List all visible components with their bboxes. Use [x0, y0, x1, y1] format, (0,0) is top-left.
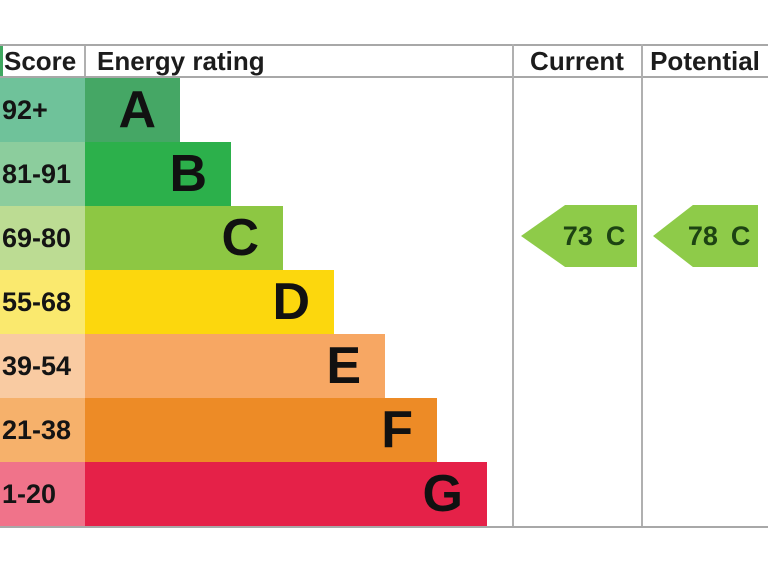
header-bottom-border — [0, 76, 768, 78]
current-column-divider — [512, 44, 514, 528]
table-bottom-border — [0, 526, 768, 528]
potential-rating-grade: C — [730, 220, 751, 251]
band-rows: 92+ A 81-91 B 69-80 C 55-68 — [0, 78, 768, 526]
score-range-g: 1-20 — [2, 478, 57, 509]
table-top-border — [0, 44, 768, 46]
band-bar-e: E — [85, 334, 385, 398]
current-rating-grade: C — [605, 220, 626, 251]
potential-rating-text: 78 C — [661, 221, 751, 252]
column-header-potential: Potential — [650, 45, 760, 76]
potential-column-divider — [641, 44, 643, 528]
band-row-g: 1-20 G — [0, 462, 768, 526]
score-range-d: 55-68 — [2, 286, 72, 317]
band-bar-b: B — [85, 142, 231, 206]
column-header-current: Current — [530, 45, 624, 76]
grade-letter-b: B — [169, 145, 207, 203]
score-cell-f: 21-38 — [0, 398, 85, 462]
score-range-e: 39-54 — [2, 350, 72, 381]
score-range-b: 81-91 — [2, 158, 72, 189]
score-cell-a: 92+ — [0, 78, 85, 142]
left-edge-crop-sliver — [0, 46, 3, 76]
current-rating-text: 73 C — [533, 221, 626, 252]
score-cell-g: 1-20 — [0, 462, 85, 526]
current-rating-value: 73 — [562, 220, 593, 251]
band-bar-f: F — [85, 398, 437, 462]
band-bar-g: G — [85, 462, 487, 526]
band-bar-c: C — [85, 206, 283, 270]
band-row-e: 39-54 E — [0, 334, 768, 398]
band-bar-d: D — [85, 270, 334, 334]
score-column-divider — [84, 46, 86, 76]
column-header-score: Score — [4, 45, 77, 76]
grade-letter-a: A — [118, 81, 156, 139]
band-bar-a: A — [85, 78, 180, 142]
grade-letter-f: F — [381, 401, 413, 459]
score-range-f: 21-38 — [2, 414, 72, 445]
grade-letter-g: G — [422, 465, 463, 523]
column-header-energy-rating: Energy rating — [97, 45, 265, 76]
grade-letter-e: E — [326, 337, 361, 395]
score-cell-c: 69-80 — [0, 206, 85, 270]
band-row-d: 55-68 D — [0, 270, 768, 334]
score-cell-b: 81-91 — [0, 142, 85, 206]
grade-letter-d: D — [272, 273, 310, 331]
band-row-a: 92+ A — [0, 78, 768, 142]
score-range-c: 69-80 — [2, 222, 72, 253]
band-row-f: 21-38 F — [0, 398, 768, 462]
band-row-c: 69-80 C — [0, 206, 768, 270]
score-cell-e: 39-54 — [0, 334, 85, 398]
score-cell-d: 55-68 — [0, 270, 85, 334]
score-range-a: 92+ — [2, 94, 48, 125]
band-row-b: 81-91 B — [0, 142, 768, 206]
potential-rating-value: 78 — [687, 220, 718, 251]
grade-letter-c: C — [221, 209, 259, 267]
